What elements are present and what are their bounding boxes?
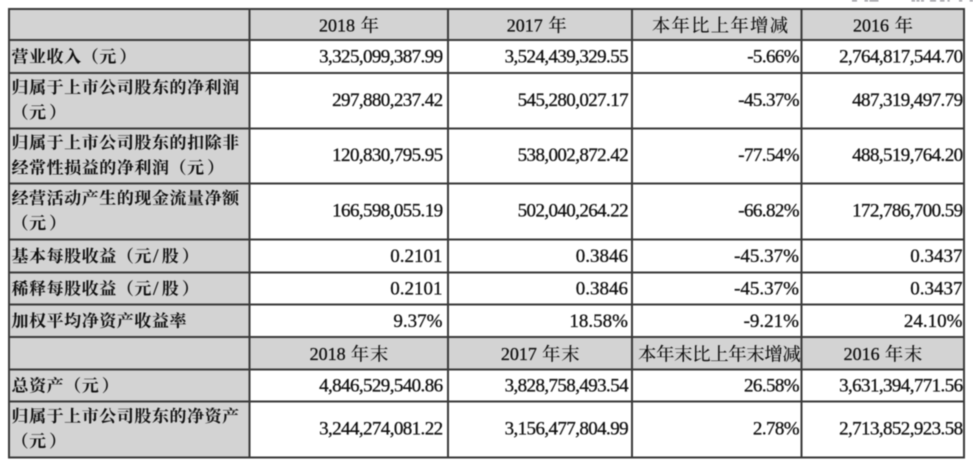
svg-text:-66.82%: -66.82% [738, 201, 799, 222]
svg-text:545,280,027.17: 545,280,027.17 [518, 90, 628, 111]
svg-text:0.2101: 0.2101 [390, 279, 442, 300]
svg-text:0.3437: 0.3437 [910, 279, 962, 300]
svg-text:3,828,758,493.54: 3,828,758,493.54 [505, 376, 630, 397]
svg-text:0.2101: 0.2101 [390, 246, 442, 267]
svg-text:2017: 2017 [507, 15, 543, 35]
svg-text:9.37%: 9.37% [393, 311, 442, 332]
svg-text:3,244,274,081.22: 3,244,274,081.22 [319, 419, 443, 440]
svg-text:166,598,055.19: 166,598,055.19 [332, 201, 442, 222]
svg-text:488,519,764.20: 488,519,764.20 [852, 145, 962, 166]
svg-text:297,880,237.42: 297,880,237.42 [332, 90, 442, 111]
svg-text:-9.21%: -9.21% [744, 311, 800, 332]
svg-text:120,830,795.95: 120,830,795.95 [332, 145, 442, 166]
svg-text:502,040,264.22: 502,040,264.22 [518, 201, 628, 222]
svg-text:-77.54%: -77.54% [738, 145, 799, 166]
svg-text:2018: 2018 [319, 15, 355, 35]
svg-text:2,713,852,923.58: 2,713,852,923.58 [839, 419, 963, 440]
svg-text:0.3846: 0.3846 [576, 279, 628, 300]
svg-text:-5.66%: -5.66% [747, 47, 800, 68]
svg-text:2018: 2018 [310, 344, 346, 364]
svg-text:3,524,439,329.55: 3,524,439,329.55 [505, 47, 629, 68]
svg-text:172,786,700.59: 172,786,700.59 [852, 201, 962, 222]
svg-text:487,319,497.79: 487,319,497.79 [852, 90, 962, 111]
svg-text:-45.37%: -45.37% [734, 246, 799, 267]
svg-text:3,631,394,771.56: 3,631,394,771.56 [839, 376, 963, 397]
svg-text:0.3437: 0.3437 [910, 246, 962, 267]
svg-text:18.58%: 18.58% [569, 311, 628, 332]
svg-text:538,002,872.42: 538,002,872.42 [518, 145, 628, 166]
svg-text:26.58%: 26.58% [744, 376, 800, 397]
svg-text:2016: 2016 [844, 344, 880, 364]
svg-text:0.3846: 0.3846 [576, 246, 628, 267]
svg-text:24.10%: 24.10% [904, 311, 963, 332]
svg-text:3,325,099,387.99: 3,325,099,387.99 [319, 47, 443, 68]
svg-text:4,846,529,540.86: 4,846,529,540.86 [319, 376, 443, 397]
svg-text:2017: 2017 [501, 344, 537, 364]
svg-text:-45.37%: -45.37% [734, 279, 799, 300]
svg-text:2,764,817,544.70: 2,764,817,544.70 [839, 47, 963, 68]
svg-text:2.78%: 2.78% [753, 419, 800, 440]
svg-text:2016: 2016 [853, 15, 889, 35]
svg-text:-45.37%: -45.37% [738, 90, 799, 111]
svg-text:3,156,477,804.99: 3,156,477,804.99 [505, 419, 629, 440]
